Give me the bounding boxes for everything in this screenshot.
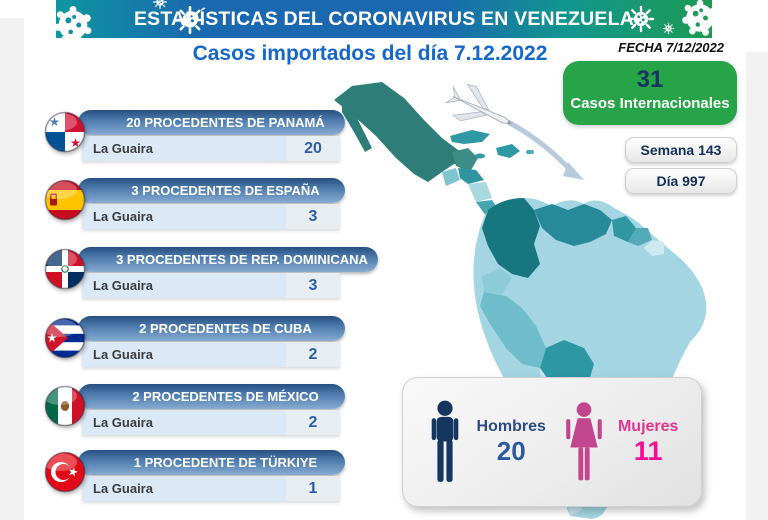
man-icon [431,400,458,482]
peru-shape [480,292,546,368]
origin-row-panama: 20 PROCEDENTES DE PANAMÁ La Guaira 20 [44,110,380,164]
gender-summary-box: Hombres 20 Mujeres 11 [402,377,702,507]
page-title: ESTADÍSTICAS DEL CORONAVIRUS EN VENEZUEL… [133,8,635,30]
suriname-shape [628,228,652,246]
men-stat: Hombres 20 [426,400,546,484]
subtitle: Casos importados del día 7.12.2022 [192,42,548,65]
origin-row-cuba: 2 PROCEDENTES DE CUBA La Guaira 2 [44,316,380,370]
origin-header: 20 PROCEDENTES DE PANAMÁ [78,110,345,135]
origin-detail-row: La Guaira 1 [82,476,340,501]
origin-case-count: 2 [286,342,340,367]
title-banner: ESTADÍSTICAS DEL CORONAVIRUS EN VENEZUEL… [56,0,712,38]
turkey-flag-icon [44,451,86,493]
entry-city-label: La Guaira [93,481,153,496]
woman-icon [566,402,602,481]
origin-header: 3 PROCEDENTES DE ESPAÑA [78,178,345,203]
dominican-republic-flag-icon [44,248,86,290]
day-badge: Día 997 [625,168,737,194]
arrow-head [563,162,584,180]
guyana-shape [612,216,636,242]
origin-header: 2 PROCEDENTES DE MÉXICO [78,384,345,409]
spain-flag-icon [44,179,86,221]
origin-row-mexico: 2 PROCEDENTES DE MÉXICO La Guaira 2 [44,384,380,438]
origin-header: 1 PROCEDENTE DE TÜRKIYE [78,450,345,475]
origin-case-count: 2 [286,410,340,435]
panama-flag-icon [44,111,86,153]
cuba-flag-icon [44,317,86,359]
women-label: Mujeres [617,417,679,435]
baja-california-shape [342,104,372,152]
international-cases-box: 31 Casos Internacionales [563,61,737,125]
latin-america-map [334,82,707,519]
origin-header: 2 PROCEDENTES DE CUBA [78,316,345,341]
origin-detail-row: La Guaira 20 [82,136,340,161]
arrow-icon [506,119,574,174]
international-cases-label: Casos Internacionales [570,95,730,112]
origin-detail-row: La Guaira 2 [82,410,340,435]
origin-detail-row: La Guaira 2 [82,342,340,367]
entry-city-label: La Guaira [93,209,153,224]
origin-case-count: 1 [286,476,340,501]
venezuela-shape [534,204,612,246]
date-label: FECHA 7/12/2022 [618,40,724,55]
women-stat: Mujeres 11 [563,399,678,485]
hispaniola-shape [496,144,520,158]
colombia-shape [482,198,540,278]
airplane-icon [445,83,514,125]
cuba-shape [450,130,490,144]
international-cases-count: 31 [636,66,664,93]
mexico-flag-icon [44,385,86,427]
mexico-shape [334,82,472,182]
origin-case-count: 20 [286,136,340,161]
left-margin [0,18,24,520]
men-label: Hombres [476,417,546,435]
origin-row-espana: 3 PROCEDENTES DE ESPAÑA La Guaira 3 [44,178,380,232]
yucatan-shape [452,148,478,172]
origin-detail-row: La Guaira 3 [82,273,340,298]
entry-city-label: La Guaira [93,278,153,293]
origin-header: 3 PROCEDENTES DE REP. DOMINICANA [78,247,378,272]
right-margin [746,52,768,520]
entry-city-label: La Guaira [93,347,153,362]
women-count: 11 [633,435,663,466]
origin-detail-row: La Guaira 3 [82,204,340,229]
ecuador-shape [482,268,512,294]
origin-row-dominicana: 3 PROCEDENTES DE REP. DOMINICANA La Guai… [44,247,380,301]
entry-city-label: La Guaira [93,141,153,156]
origin-case-count: 3 [286,204,340,229]
week-badge: Semana 143 [625,137,737,163]
men-count: 20 [496,435,526,466]
origin-case-count: 3 [286,273,340,298]
origin-row-turkiye: 1 PROCEDENTE DE TÜRKIYE La Guaira 1 [44,450,380,504]
entry-city-label: La Guaira [93,415,153,430]
